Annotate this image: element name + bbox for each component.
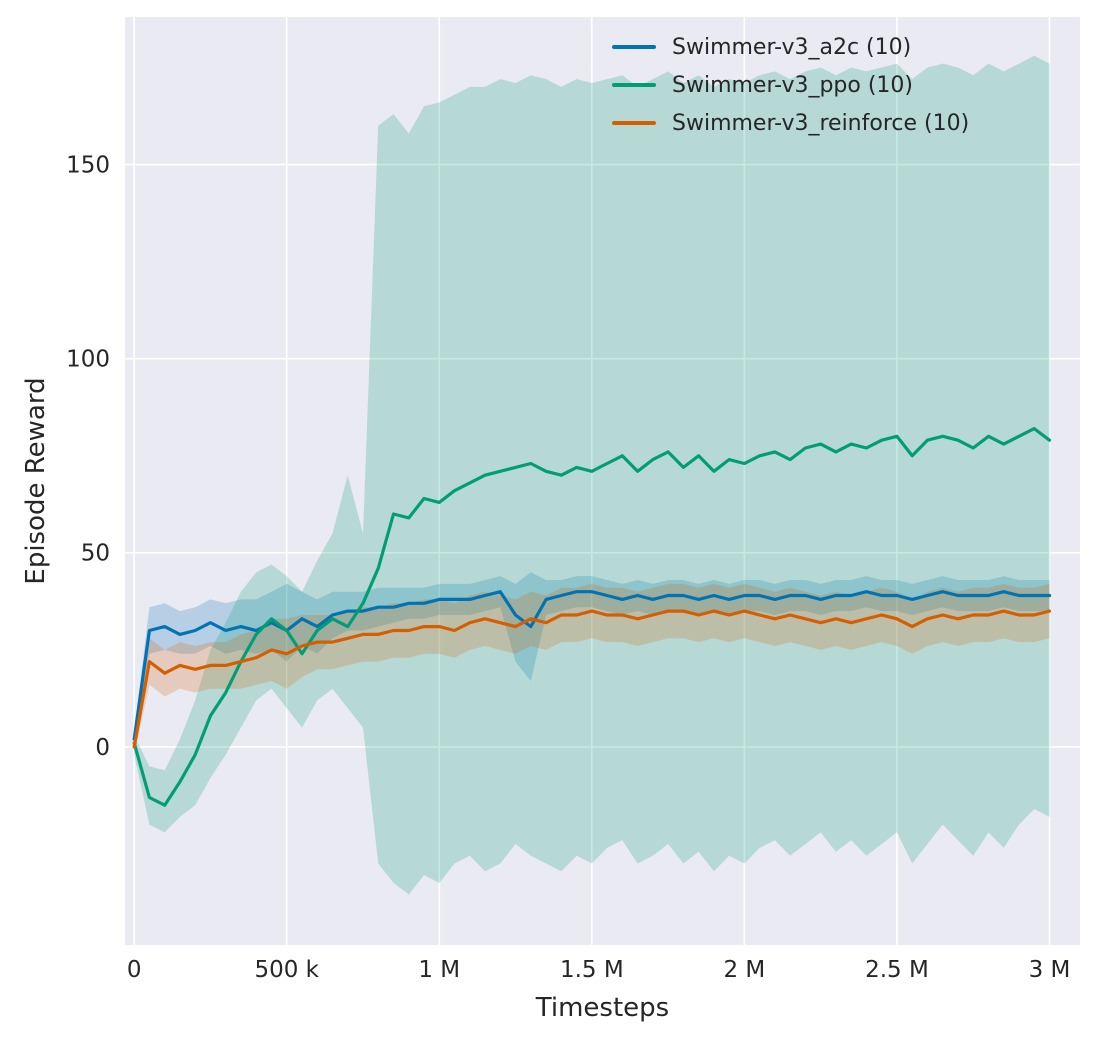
svg-text:2 M: 2 M xyxy=(723,957,765,983)
legend-item-reinforce: Swimmer-v3_reinforce (10) xyxy=(612,109,969,137)
y-tick-labels: 0 50 100 150 xyxy=(66,152,110,760)
legend-label-reinforce: Swimmer-v3_reinforce (10) xyxy=(672,110,970,136)
legend-line-swatch-ppo xyxy=(612,83,656,87)
y-axis-label: Episode Reward xyxy=(21,377,51,585)
band-Swimmer-v3_ppo xyxy=(134,55,1050,895)
legend-line-swatch-a2c xyxy=(612,45,656,49)
legend: Swimmer-v3_a2c (10) Swimmer-v3_ppo (10) … xyxy=(612,33,969,137)
svg-text:0: 0 xyxy=(95,735,110,761)
x-tick-labels: 0 500 k 1 M 1.5 M 2 M 2.5 M 3 M xyxy=(127,957,1071,983)
plot-background xyxy=(125,17,1080,945)
svg-text:500 k: 500 k xyxy=(254,957,319,983)
legend-label-ppo: Swimmer-v3_ppo (10) xyxy=(672,72,914,98)
svg-text:50: 50 xyxy=(81,541,110,567)
legend-item-ppo: Swimmer-v3_ppo (10) xyxy=(612,71,969,99)
svg-text:1.5 M: 1.5 M xyxy=(560,957,624,983)
legend-line-swatch-reinforce xyxy=(612,121,656,125)
svg-text:1 M: 1 M xyxy=(418,957,460,983)
x-axis-label: Timesteps xyxy=(535,993,670,1023)
legend-label-a2c: Swimmer-v3_a2c (10) xyxy=(672,34,912,60)
svg-text:3 M: 3 M xyxy=(1029,957,1071,983)
line-Swimmer-v3_ppo xyxy=(132,427,1052,807)
svg-text:0: 0 xyxy=(127,957,142,983)
svg-text:100: 100 xyxy=(66,347,110,373)
band-Swimmer-v3_a2c xyxy=(134,572,1050,747)
svg-text:2.5 M: 2.5 M xyxy=(865,957,929,983)
legend-item-a2c: Swimmer-v3_a2c (10) xyxy=(612,33,969,61)
svg-text:150: 150 xyxy=(66,152,110,178)
line-Swimmer-v3_reinforce xyxy=(132,609,1052,749)
grid xyxy=(125,17,1080,945)
series-area xyxy=(132,55,1052,895)
band-Swimmer-v3_reinforce xyxy=(134,583,1050,755)
